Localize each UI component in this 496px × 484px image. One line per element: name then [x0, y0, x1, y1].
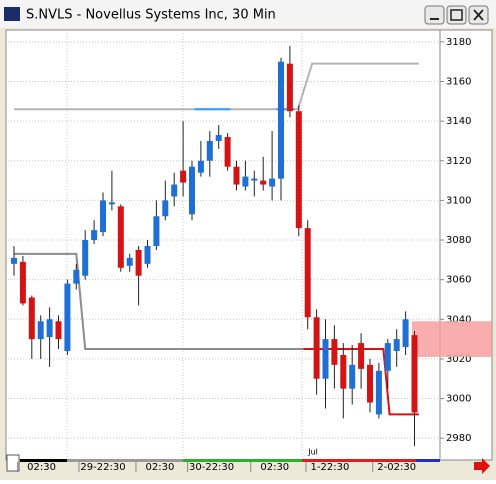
candle-body [55, 321, 62, 340]
candle-body [153, 216, 160, 246]
y-tick-label: 3020 [446, 354, 471, 365]
candle-body [304, 228, 311, 318]
candle-body [313, 317, 320, 379]
window-title: S.NVLS - Novellus Systems Inc, 30 Min [26, 8, 276, 23]
x-tick-label: 30-22:30 [189, 462, 234, 473]
x-tick-label: 2-02:30 [377, 462, 416, 473]
y-tick-label: 3000 [446, 394, 471, 405]
annotation: Jul [307, 448, 318, 457]
candle-body [260, 180, 267, 185]
candle-body [233, 166, 240, 185]
strip-segment [183, 459, 302, 462]
x-tick-label: 29-22:30 [80, 462, 125, 473]
candle-body [28, 297, 35, 340]
candle-body [11, 257, 17, 264]
time-strip [20, 459, 440, 462]
y-tick-label: 3140 [446, 116, 471, 127]
candle-body [340, 354, 347, 389]
x-tick-label: 02:30 [260, 462, 289, 473]
y-tick-label: 3100 [446, 195, 471, 206]
candle-body [46, 319, 53, 338]
y-tick-label: 3120 [446, 156, 471, 167]
x-tick-label: 02:30 [146, 462, 175, 473]
candle-body [73, 269, 80, 284]
candle-body [269, 178, 276, 187]
close-icon [473, 9, 484, 21]
candle-body [108, 202, 115, 205]
scroll-box[interactable] [6, 454, 20, 472]
candle-body [224, 137, 231, 167]
strip-segment [302, 459, 416, 462]
y-tick-label: 3060 [446, 275, 471, 286]
candle-body [126, 257, 133, 266]
title-bar [0, 0, 496, 28]
y-tick-label: 2980 [446, 433, 471, 444]
overlay-line [14, 252, 304, 351]
candle-body [411, 335, 418, 413]
x-tick-label: 1-22:30 [311, 462, 350, 473]
candle-body [367, 364, 373, 403]
candle-body [19, 261, 26, 304]
candle-body [215, 135, 222, 141]
scroll-arrow[interactable] [474, 458, 490, 474]
candle-body [375, 370, 382, 415]
maximize-button[interactable] [446, 5, 467, 25]
price-band [412, 321, 492, 357]
maximize-icon [450, 9, 463, 21]
strip-segment [20, 459, 67, 462]
candle-body [286, 63, 293, 112]
candle-body [349, 364, 356, 389]
strip-segment [67, 459, 183, 462]
candle-body [180, 170, 187, 183]
candle-body [278, 61, 284, 179]
candle-body [189, 166, 195, 215]
candle-body [100, 200, 106, 233]
candle-body [251, 178, 258, 181]
candle-body [117, 206, 124, 268]
candle-body [171, 184, 178, 197]
y-tick-label: 3180 [446, 37, 471, 48]
strip-segment [416, 459, 440, 462]
chart-area [5, 29, 493, 461]
candle-body [135, 249, 142, 276]
candle-body [144, 245, 151, 264]
candle-body [162, 200, 169, 217]
candle-body [393, 339, 400, 351]
candle-body [402, 319, 409, 348]
candle-body [91, 230, 98, 241]
y-tick-label: 3040 [446, 314, 471, 325]
candle-body [331, 339, 338, 365]
candle-body [37, 321, 44, 340]
app-icon [4, 7, 20, 21]
candle-body [384, 343, 391, 371]
candle-body [206, 140, 213, 161]
candle-body [322, 339, 329, 379]
candle-body [242, 176, 249, 187]
candle-body [64, 283, 71, 351]
y-tick-label: 3160 [446, 77, 471, 88]
candle-body [358, 343, 365, 369]
candle-body [82, 240, 89, 276]
overlay-line [14, 62, 419, 111]
candle-body [197, 160, 204, 173]
candle-body [295, 111, 302, 229]
y-tick-label: 3080 [446, 235, 471, 246]
x-tick-label: 02:30 [27, 462, 56, 473]
minimize-button[interactable] [424, 5, 445, 25]
